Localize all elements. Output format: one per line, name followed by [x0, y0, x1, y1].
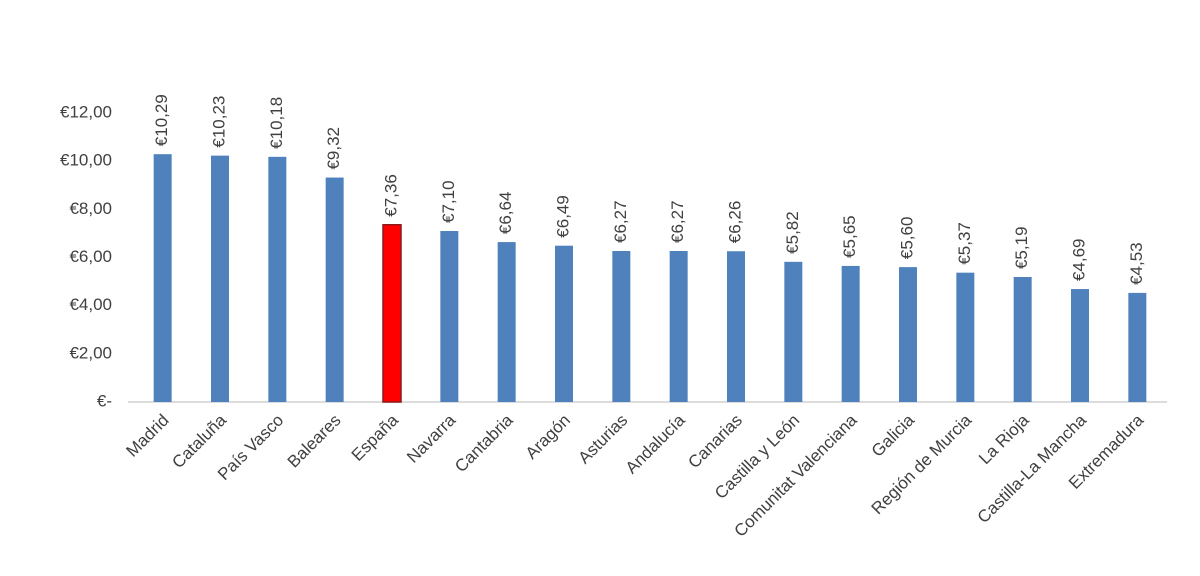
x-tick-label: Andalucía — [622, 410, 689, 477]
value-label: €5,37 — [955, 222, 974, 265]
value-label: €6,64 — [496, 192, 515, 235]
bar — [669, 250, 688, 402]
x-tick-label: Región de Murcia — [868, 410, 976, 518]
y-tick-label: €- — [97, 391, 112, 410]
y-tick-label: €10,00 — [60, 151, 112, 170]
bar — [841, 265, 860, 402]
bar — [153, 154, 172, 402]
bar — [727, 251, 745, 402]
y-tick-label: €2,00 — [69, 343, 112, 362]
value-label: €10,23 — [209, 96, 228, 148]
x-tick-label: Aragón — [522, 411, 574, 463]
bar — [899, 267, 917, 402]
bar — [440, 231, 459, 402]
bar — [325, 177, 344, 402]
bar — [1071, 289, 1089, 402]
value-label: €9,32 — [324, 127, 343, 170]
value-label: €4,53 — [1127, 242, 1146, 285]
x-tick-label: Galicia — [868, 410, 919, 461]
value-label: €5,65 — [840, 215, 859, 258]
bar — [1128, 292, 1147, 402]
bar — [1013, 277, 1032, 402]
value-label: €7,36 — [381, 174, 400, 217]
value-label: €7,10 — [439, 180, 458, 223]
x-tick-label: Baleares — [284, 411, 345, 472]
value-label: €10,29 — [152, 94, 171, 146]
bar — [555, 245, 573, 402]
y-tick-label: €8,00 — [69, 199, 112, 218]
value-label: €6,26 — [725, 201, 744, 244]
x-tick-label: Cantabria — [451, 410, 517, 476]
bar — [956, 272, 975, 402]
bar — [612, 250, 631, 402]
value-label: €5,60 — [897, 217, 916, 260]
x-tick-label: La Rioja — [975, 410, 1033, 468]
x-tick-label: Castilla-La Mancha — [974, 410, 1091, 527]
bar — [211, 155, 229, 402]
value-label: €10,18 — [267, 97, 286, 149]
x-tick-label: España — [348, 410, 403, 465]
y-tick-label: €4,00 — [69, 295, 112, 314]
x-tick-label: Navarra — [403, 410, 460, 467]
bar — [497, 242, 516, 402]
y-tick-label: €12,00 — [60, 102, 112, 121]
x-tick-label: Madrid — [122, 411, 172, 461]
value-label: €6,27 — [611, 200, 630, 243]
bar — [784, 261, 803, 402]
x-tick-label: Asturias — [574, 411, 631, 468]
value-label: €6,27 — [668, 200, 687, 243]
y-tick-label: €6,00 — [69, 247, 112, 266]
value-label: €6,49 — [553, 195, 572, 238]
value-label: €5,19 — [1012, 226, 1031, 269]
bar — [268, 156, 287, 402]
value-label: €5,82 — [783, 211, 802, 254]
value-label: €4,69 — [1069, 239, 1088, 282]
bar — [382, 223, 402, 403]
